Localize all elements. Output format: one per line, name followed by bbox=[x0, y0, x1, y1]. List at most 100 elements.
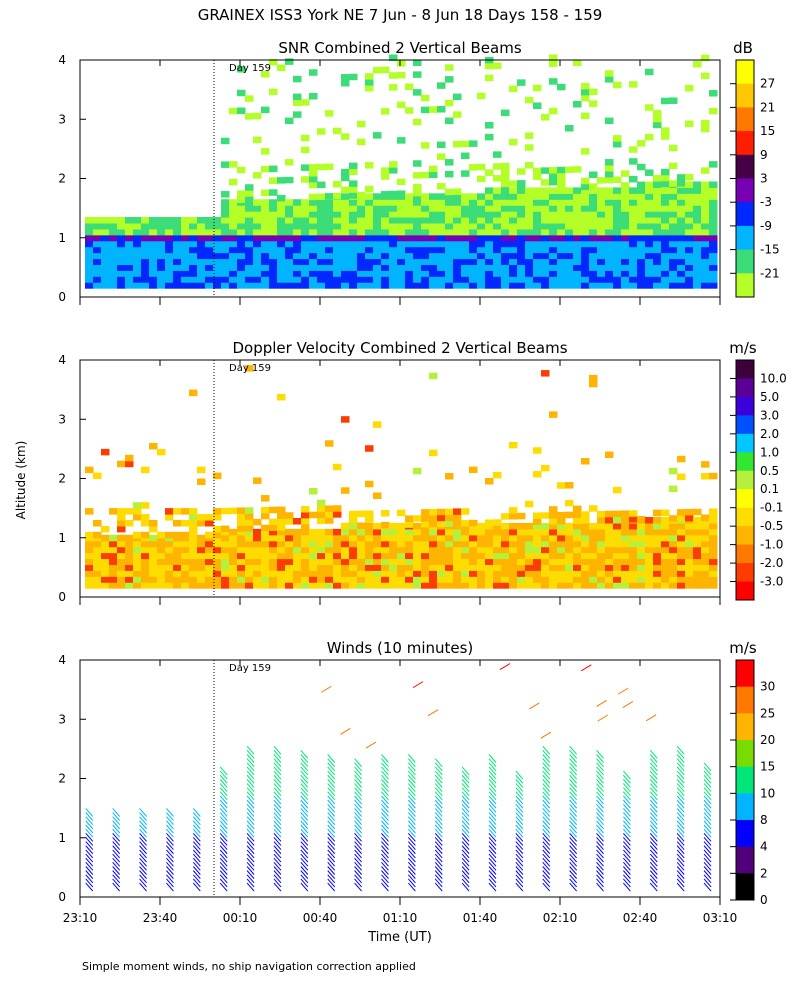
field-cell bbox=[317, 222, 326, 230]
field-cell bbox=[653, 193, 662, 200]
field-cell bbox=[573, 258, 582, 265]
field-cell bbox=[101, 570, 110, 577]
field-cell bbox=[613, 258, 622, 265]
field-cell bbox=[221, 246, 230, 254]
wind-barb bbox=[273, 774, 282, 784]
field-cell bbox=[597, 258, 606, 265]
wind-barb bbox=[623, 845, 631, 855]
field-cell bbox=[125, 564, 134, 571]
colorbar-label: 0.1 bbox=[760, 482, 779, 496]
field-cell bbox=[125, 552, 134, 560]
field-cell bbox=[197, 582, 206, 589]
wind-barb bbox=[300, 862, 309, 871]
field-cell bbox=[437, 540, 446, 548]
field-cell bbox=[277, 534, 286, 542]
field-cell bbox=[189, 276, 198, 283]
field-cell bbox=[221, 137, 230, 145]
field-cell bbox=[317, 534, 326, 542]
wind-barb bbox=[273, 799, 282, 809]
field-cell bbox=[253, 199, 262, 206]
field-cell bbox=[133, 252, 142, 260]
field-cell bbox=[277, 576, 286, 583]
field-cell bbox=[573, 228, 582, 236]
field-cell bbox=[309, 558, 318, 565]
field-cell bbox=[637, 240, 646, 248]
field-cell bbox=[541, 252, 550, 260]
field-cell bbox=[501, 270, 510, 277]
wind-barb bbox=[434, 766, 443, 776]
field-cell bbox=[285, 570, 294, 577]
wind-barb bbox=[515, 874, 524, 884]
field-cell bbox=[661, 276, 670, 283]
field-cell bbox=[501, 162, 510, 170]
field-cell bbox=[709, 282, 718, 289]
wind-barb bbox=[246, 882, 255, 892]
field-cell bbox=[557, 240, 566, 248]
field-cell bbox=[253, 576, 262, 583]
wind-barb bbox=[381, 866, 389, 875]
field-cell bbox=[453, 276, 462, 283]
wind-barb bbox=[407, 795, 416, 805]
field-cell bbox=[565, 187, 574, 194]
field-cell bbox=[349, 264, 358, 271]
field-cell bbox=[189, 252, 198, 260]
field-cell bbox=[701, 222, 710, 230]
field-cell bbox=[285, 276, 294, 283]
wind-barb bbox=[365, 741, 377, 749]
field-cell bbox=[261, 512, 270, 520]
wind-barb bbox=[515, 832, 524, 842]
wind-barb bbox=[246, 845, 255, 855]
field-cell bbox=[229, 178, 238, 186]
field-cell bbox=[709, 546, 718, 554]
wind-barb bbox=[273, 803, 282, 813]
field-cell bbox=[509, 576, 518, 583]
field-cell bbox=[645, 217, 654, 224]
field-cell bbox=[293, 75, 302, 83]
field-cell bbox=[149, 258, 158, 265]
wind-barb bbox=[192, 828, 201, 838]
wind-barb bbox=[488, 754, 497, 763]
field-cell bbox=[285, 58, 294, 65]
field-cell bbox=[605, 552, 614, 560]
wind-barb bbox=[246, 874, 255, 884]
wind-barb bbox=[381, 862, 389, 871]
field-cell bbox=[181, 570, 190, 577]
field-cell bbox=[437, 141, 446, 149]
field-cell bbox=[237, 270, 246, 277]
wind-barb bbox=[340, 727, 351, 735]
field-cell bbox=[341, 228, 350, 236]
field-cell bbox=[333, 192, 342, 200]
field-cell bbox=[389, 546, 398, 554]
field-cell bbox=[677, 246, 686, 254]
colorbar-swatch bbox=[736, 766, 754, 794]
field-cell bbox=[469, 199, 478, 206]
field-cell bbox=[197, 222, 206, 230]
field-cell bbox=[413, 582, 422, 589]
field-cell bbox=[517, 228, 526, 236]
field-cell bbox=[685, 193, 694, 200]
field-cell bbox=[533, 264, 542, 271]
field-cell bbox=[397, 546, 406, 554]
wind-barb bbox=[273, 770, 282, 780]
wind-barb bbox=[569, 745, 578, 755]
wind-barb bbox=[354, 799, 362, 809]
field-cell bbox=[309, 92, 318, 100]
field-cell bbox=[309, 170, 318, 177]
field-cell bbox=[533, 270, 542, 277]
field-cell bbox=[629, 146, 638, 153]
field-cell bbox=[589, 570, 598, 577]
field-cell bbox=[573, 576, 582, 583]
field-cell bbox=[493, 234, 502, 242]
field-cell bbox=[565, 276, 574, 283]
field-cell bbox=[613, 582, 622, 589]
field-cell bbox=[285, 512, 294, 519]
field-cell bbox=[421, 246, 430, 254]
field-cell bbox=[141, 582, 150, 589]
field-cell bbox=[485, 546, 494, 554]
field-cell bbox=[413, 528, 422, 536]
field-cell bbox=[461, 564, 470, 571]
field-cell bbox=[533, 205, 542, 212]
field-cell bbox=[429, 258, 438, 265]
field-cell bbox=[693, 211, 702, 218]
field-cell bbox=[549, 240, 558, 248]
